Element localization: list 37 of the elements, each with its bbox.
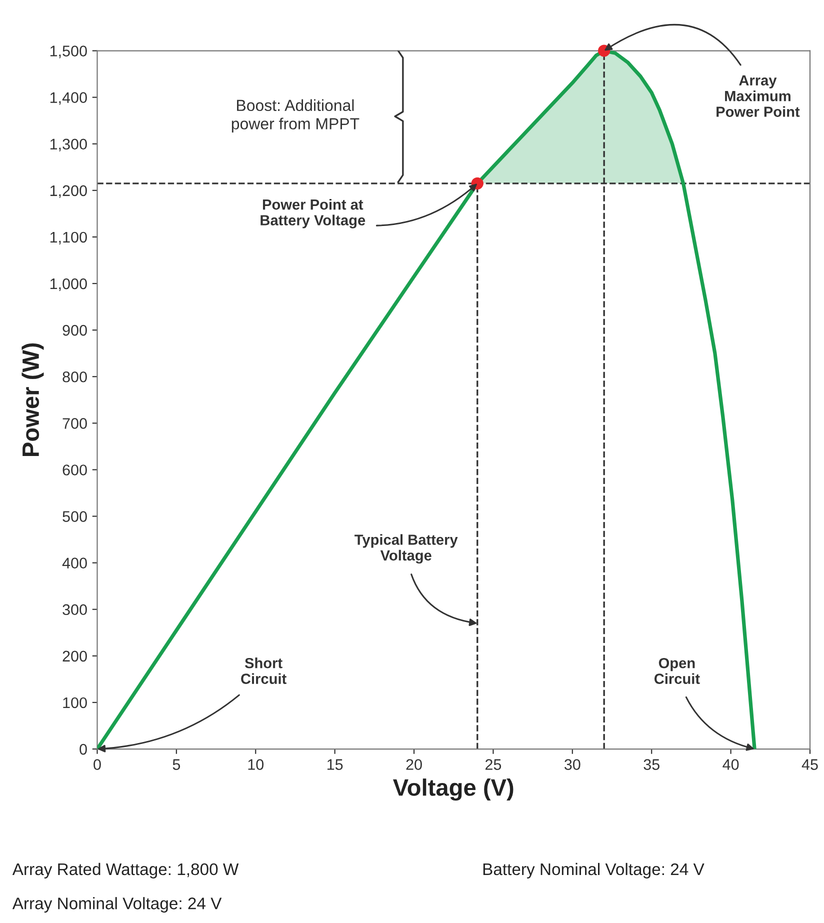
x-tick-label: 20 [406,759,422,770]
x-tick-label: 5 [172,759,180,770]
text: Array Nominal Voltage: 24 V [12,897,222,913]
annotation: Power Point at Battery Voltage [260,199,366,228]
x-tick-label: 0 [94,759,101,770]
x-tick-label: 35 [644,759,660,770]
x-tick-label: 45 [802,759,818,770]
text: Array Rated Wattage: 1,800 W [12,862,239,878]
y-tick-label: 0 [80,744,87,755]
y-axis-title: Power (W) [22,343,44,456]
annotation: Array Maximum Power Point [716,75,800,117]
y-tick-label: 500 [62,511,87,522]
x-axis-title: Voltage (V) [392,778,514,801]
y-tick-label: 1,100 [50,232,87,244]
y-tick-label: 1,500 [50,46,87,58]
y-tick-label: 700 [62,418,87,429]
y-tick-label: 600 [62,464,87,476]
annotation: Open Circuit [654,658,700,684]
annotation: Short Circuit [241,658,286,684]
y-tick-label: 100 [63,697,87,708]
y-tick-label: 400 [62,558,87,568]
annotation: Typical Battery Voltage [354,534,458,564]
y-tick-label: 1,300 [50,138,87,152]
y-tick-label: 1,400 [50,92,87,105]
y-tick-label: 300 [62,604,87,616]
annotation: Boost: Additional power from MPPT [232,99,360,133]
x-tick-label: 15 [327,759,343,770]
x-tick-label: 10 [248,759,264,770]
text: Battery Nominal Voltage: 24 V [483,862,704,878]
y-tick-label: 900 [62,324,87,336]
x-tick-label: 40 [722,759,739,770]
x-tick-label: 25 [485,759,502,770]
y-tick-label: 1,200 [50,185,87,198]
y-tick-label: 1,000 [50,278,87,292]
y-tick-label: 800 [62,371,87,382]
x-tick-label: 30 [564,759,580,770]
y-tick-label: 200 [62,650,87,662]
